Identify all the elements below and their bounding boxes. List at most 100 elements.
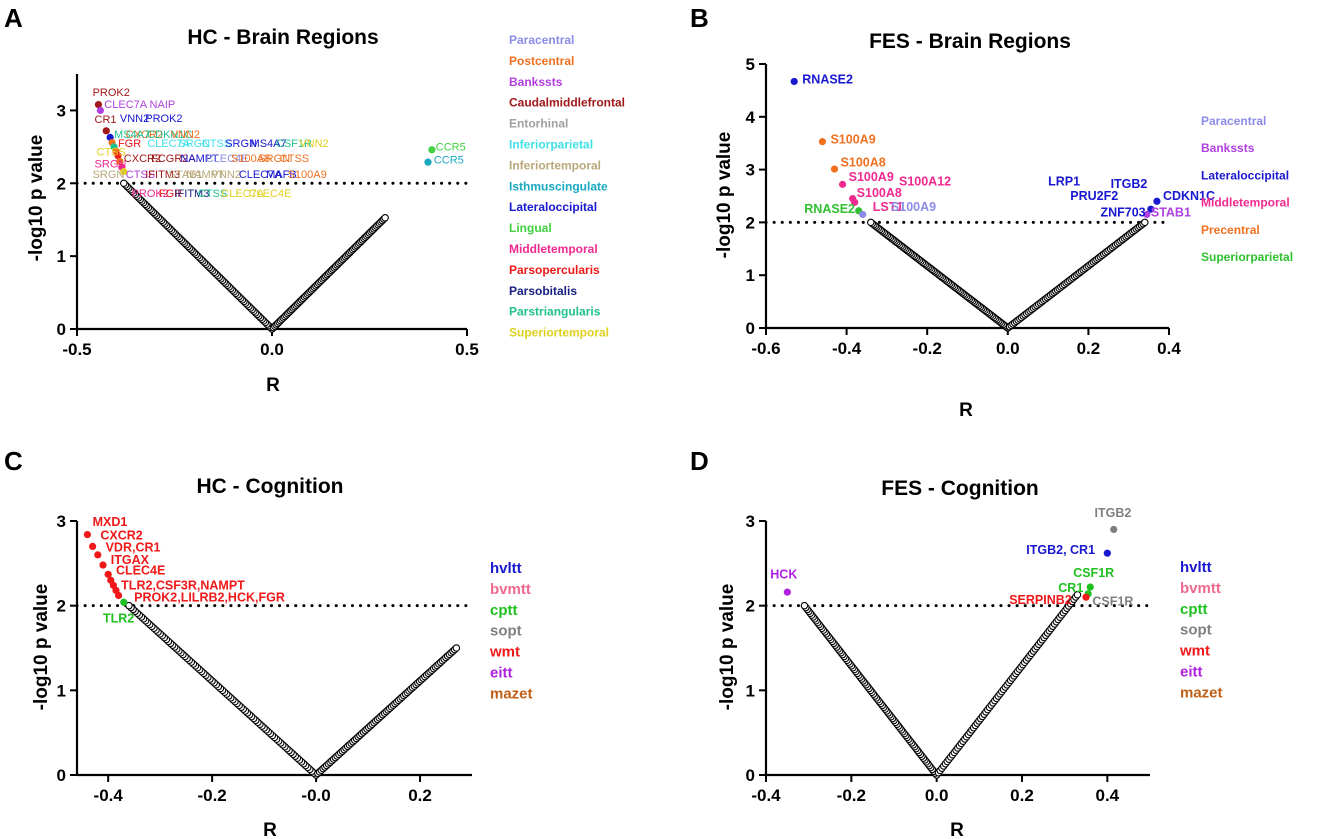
highlight-point-b	[851, 198, 859, 206]
point-label-a: CTSS	[202, 138, 231, 150]
highlight-point-b	[830, 165, 839, 173]
highlight-point-a	[114, 152, 122, 160]
panel-a: A HC - Brain Regions R -log10 p value -0…	[4, 3, 625, 396]
point-label-a: FCGR2A	[151, 153, 196, 165]
point-label-a: MS4A7	[114, 129, 150, 141]
highlight-point-c	[120, 598, 128, 606]
point-label-a: MAFB	[266, 169, 297, 181]
x-tick-label-d: 0.2	[1010, 786, 1034, 805]
point-label-a: CXCR2	[126, 129, 163, 141]
point-label-a: NAMPT	[180, 153, 219, 165]
legend-b: Paracentral Bankssts Lateraloccipital Middl…	[1201, 114, 1293, 264]
point-label-a: CLEC4E	[206, 153, 249, 165]
background-points-c	[125, 601, 461, 779]
legend-item-a: Paracentral	[509, 33, 574, 47]
highlight-point-b	[859, 210, 867, 219]
legend-item-b: Middletemporal	[1201, 196, 1290, 210]
y-axis-label-a: -log10 p value	[26, 135, 47, 262]
y-tick-label-a: 0	[57, 320, 66, 339]
panel-title-a: HC - Brain Regions	[187, 26, 378, 49]
background-points-b	[867, 218, 1149, 332]
background-point	[120, 179, 128, 188]
point-label-a: CLEC7A	[221, 188, 264, 200]
legend-item-a: Entorhinal	[509, 117, 568, 131]
y-axis-label-b: -log10 p value	[714, 132, 735, 259]
x-tick-label-b: -0.6	[751, 339, 780, 358]
x-axis-label-a: R	[266, 375, 280, 396]
point-label-a: SRGN	[93, 169, 125, 181]
legend-item-c: eitt	[490, 665, 513, 682]
highlight-point-d	[1110, 525, 1118, 534]
background-points-a	[120, 179, 389, 333]
x-axis-label-b: R	[959, 400, 973, 421]
highlight-point-d	[1103, 549, 1111, 557]
plot-area-b: -0.6 -0.4 -0.2 0.0 0.2 0.4012345RNASE2S100A9S…	[746, 55, 1216, 358]
point-label-c: TLR2	[103, 612, 134, 626]
legend-item-c: hvltt	[490, 560, 522, 577]
highlight-point-c	[94, 551, 102, 559]
legend-item-a: Inferiorparietal	[509, 138, 593, 152]
highlight-point-d	[1082, 593, 1090, 601]
point-label-a: FGR	[118, 138, 141, 150]
legend-item-b: Bankssts	[1201, 141, 1255, 155]
y-tick-label-b: 0	[746, 319, 755, 338]
x-tick-label-a: 0.5	[455, 340, 479, 359]
plot-area-c: -0.4 -0.2 -0.0 0.2 0 1 2 3 MXD1CXCR2VDR,CR1ITGAX…	[57, 512, 474, 805]
x-tick-label-c: -0.2	[197, 786, 226, 805]
point-label-a: S100A8	[231, 153, 270, 165]
x-tick-label-c: -0.0	[301, 786, 330, 805]
y-tick-label-c: 0	[57, 766, 66, 785]
point-label-c: CLEC4E	[116, 563, 165, 577]
point-label-c: TLR2,CSF3R,NAMPT	[121, 579, 245, 593]
point-label-a: SRGN	[225, 138, 257, 150]
highlight-point-c	[104, 570, 112, 578]
point-label-b: RNASE2	[804, 202, 855, 216]
plot-area-d: -0.4 -0.2 0.0 0.2 0.4 0 1 2 3 ITGB2 ITGB2, CR1 CSF1…	[746, 506, 1152, 805]
y-tick-label-b: 3	[746, 161, 755, 180]
point-label-d: ITGB2	[1095, 506, 1132, 520]
point-label-a: STAB1	[169, 169, 203, 181]
point-label-b: S100A8	[841, 155, 886, 169]
highlight-point-c	[114, 591, 123, 600]
panel-title-d: FES - Cognition	[881, 477, 1038, 500]
point-label-a: CLEC7A NAIP	[104, 99, 175, 111]
x-tick-label-a: -0.5	[62, 340, 91, 359]
legend-item-d: bvmtt	[1180, 580, 1221, 597]
point-label-a: IFITM3	[145, 169, 180, 181]
legend-item-a: Lingual	[509, 221, 552, 235]
legend-item-c: wmt	[489, 644, 520, 661]
highlight-point-a	[116, 157, 124, 166]
legend-item-c: bvmtt	[490, 581, 531, 598]
point-label-b: PRU2F2	[1070, 189, 1118, 203]
background-point	[867, 218, 875, 227]
y-tick-label-b: 5	[746, 55, 755, 74]
legend-item-a: Lateraloccipital	[509, 200, 597, 214]
panel-title-c: HC - Cognition	[197, 475, 344, 498]
panel-c: C HC - Cognition R -log10 p value -0.4 -0…	[4, 446, 533, 839]
x-tick-label-c: 0.2	[408, 786, 432, 805]
legend-item-d: eitt	[1180, 664, 1203, 681]
legend-item-a: Parstriangularis	[509, 305, 601, 319]
point-label-a: CLEC7A	[147, 138, 190, 150]
highlight-point-b	[1143, 210, 1151, 219]
point-label-b: S100A9	[849, 170, 894, 184]
background-point	[1073, 590, 1082, 599]
point-label-c: ITGAX	[111, 553, 150, 567]
legend-item-d: sopt	[1180, 622, 1212, 639]
point-label-d: CR1	[1058, 581, 1083, 595]
highlight-point-d	[783, 588, 791, 596]
y-tick-label-d: 2	[746, 597, 755, 616]
legend-item-a: Postcentral	[509, 54, 574, 68]
point-label-b: LRP1	[1048, 174, 1080, 188]
point-label-b: CDKN1C	[1163, 189, 1215, 203]
highlight-point-a	[120, 168, 128, 176]
y-tick-label-b: 2	[746, 213, 755, 232]
point-label-d: CSF1R	[1073, 566, 1114, 580]
y-tick-label-d: 3	[746, 512, 755, 531]
point-label-b: S100A8	[857, 186, 902, 200]
point-label-a: SRGN	[178, 138, 210, 150]
y-tick-label-d: 0	[746, 766, 755, 785]
panel-d: D FES - Cognition R -log10 p value -0.4-…	[690, 446, 1223, 839]
